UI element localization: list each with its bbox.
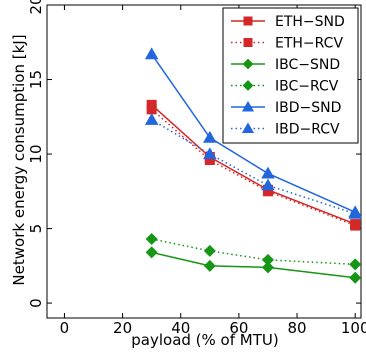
data-point: [348, 206, 362, 219]
legend: ETH−SND ETH−RCV IBC−SND IBC−RCV IBD−SND IBD−R…: [222, 7, 359, 144]
x-axis-label: payload (% of MTU): [131, 331, 278, 349]
series-line: [151, 108, 356, 227]
legend-entry: IBC−SND: [231, 57, 340, 73]
axis-ticks: 0 20 40 60 80 100 0 5 10 15 20: [27, 0, 366, 337]
data-point: [146, 104, 157, 115]
data-point: [203, 130, 217, 143]
x-tick-label: 40: [171, 319, 190, 337]
y-axis-label: Network energy consumption [kJ]: [10, 34, 28, 285]
legend-entry: IBD−RCV: [231, 122, 340, 138]
data-point: [145, 233, 158, 246]
legend-marker: [242, 58, 254, 70]
data-point: [144, 113, 159, 125]
legend-box: [222, 7, 359, 144]
series-4: [145, 233, 362, 271]
legend-label: IBC−SND: [275, 57, 340, 73]
y-tick-label: 0: [27, 298, 45, 308]
data-point: [261, 261, 274, 274]
y-tick-label: 5: [27, 224, 45, 234]
legend-label: IBC−RCV: [275, 79, 339, 95]
legend-entry: IBC−RCV: [231, 79, 339, 95]
data-point: [145, 246, 158, 259]
legend-marker: [242, 80, 254, 91]
legend-marker: [241, 122, 255, 134]
data-point: [144, 47, 159, 60]
series-line: [151, 251, 356, 279]
legend-label: ETH−SND: [275, 14, 345, 30]
x-tick-label: 20: [113, 319, 132, 337]
data-point: [349, 258, 362, 271]
data-point: [203, 244, 216, 257]
series-line: [151, 53, 356, 213]
data-point: [262, 186, 273, 197]
legend-label: IBD−RCV: [275, 122, 340, 138]
legend-marker: [243, 38, 253, 47]
x-tick-label: 60: [229, 319, 248, 337]
y-tick-label: 20: [27, 0, 45, 15]
x-tick-label: 0: [60, 319, 70, 337]
legend-label: IBD−SND: [275, 100, 341, 116]
plot-frame: [46, 4, 362, 319]
legend-entry: ETH−RCV: [231, 36, 343, 52]
series-2: [146, 104, 361, 231]
series-line: [151, 238, 356, 266]
y-tick-label: 15: [27, 70, 45, 89]
y-tick-label: 10: [27, 145, 45, 164]
x-tick-label: 80: [287, 319, 306, 337]
data-point: [261, 178, 275, 191]
data-series: [144, 47, 362, 284]
data-point: [350, 220, 361, 231]
legend-entry: IBD−SND: [231, 100, 341, 116]
data-point: [349, 271, 362, 284]
legend-label: ETH−RCV: [275, 36, 343, 52]
x-tick-label: 100: [341, 319, 366, 337]
data-point: [203, 147, 217, 160]
series-line: [151, 104, 356, 225]
data-point: [203, 259, 216, 272]
data-point: [261, 166, 275, 179]
data-point: [204, 155, 215, 166]
legend-marker: [241, 100, 255, 112]
series-3: [145, 246, 362, 284]
legend-entry: ETH−SND: [231, 14, 345, 30]
data-point: [261, 253, 274, 266]
legend-marker: [243, 16, 253, 26]
series-6: [144, 113, 362, 219]
